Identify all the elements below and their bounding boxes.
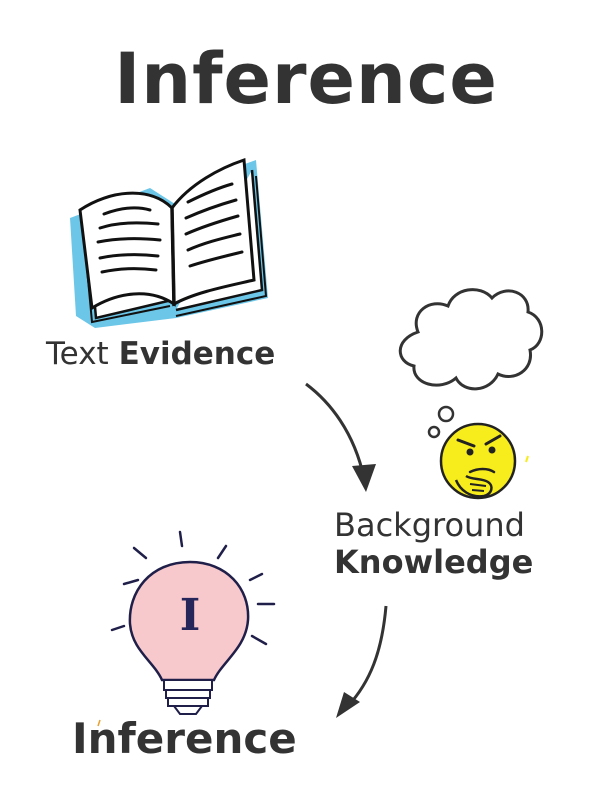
node-background-label: Background xyxy=(334,506,525,544)
bulb-letter: I xyxy=(180,590,201,641)
arrow-knowledge-to-inference xyxy=(336,605,388,718)
thought-cloud-icon xyxy=(398,288,544,439)
arrow-evidence-to-knowledge xyxy=(305,382,376,492)
open-book-icon xyxy=(70,157,268,328)
node-text-evidence-label: Text Evidence xyxy=(46,339,275,370)
node-inference-label: Inference xyxy=(72,714,297,763)
page-title: Inference xyxy=(114,38,498,120)
text-evidence-bold: Evidence xyxy=(118,336,276,372)
lightbulb-icon: I xyxy=(97,530,276,727)
node-knowledge-label: Knowledge xyxy=(334,543,534,581)
thinking-face-icon xyxy=(439,422,529,500)
text-evidence-light: Text xyxy=(46,336,109,372)
